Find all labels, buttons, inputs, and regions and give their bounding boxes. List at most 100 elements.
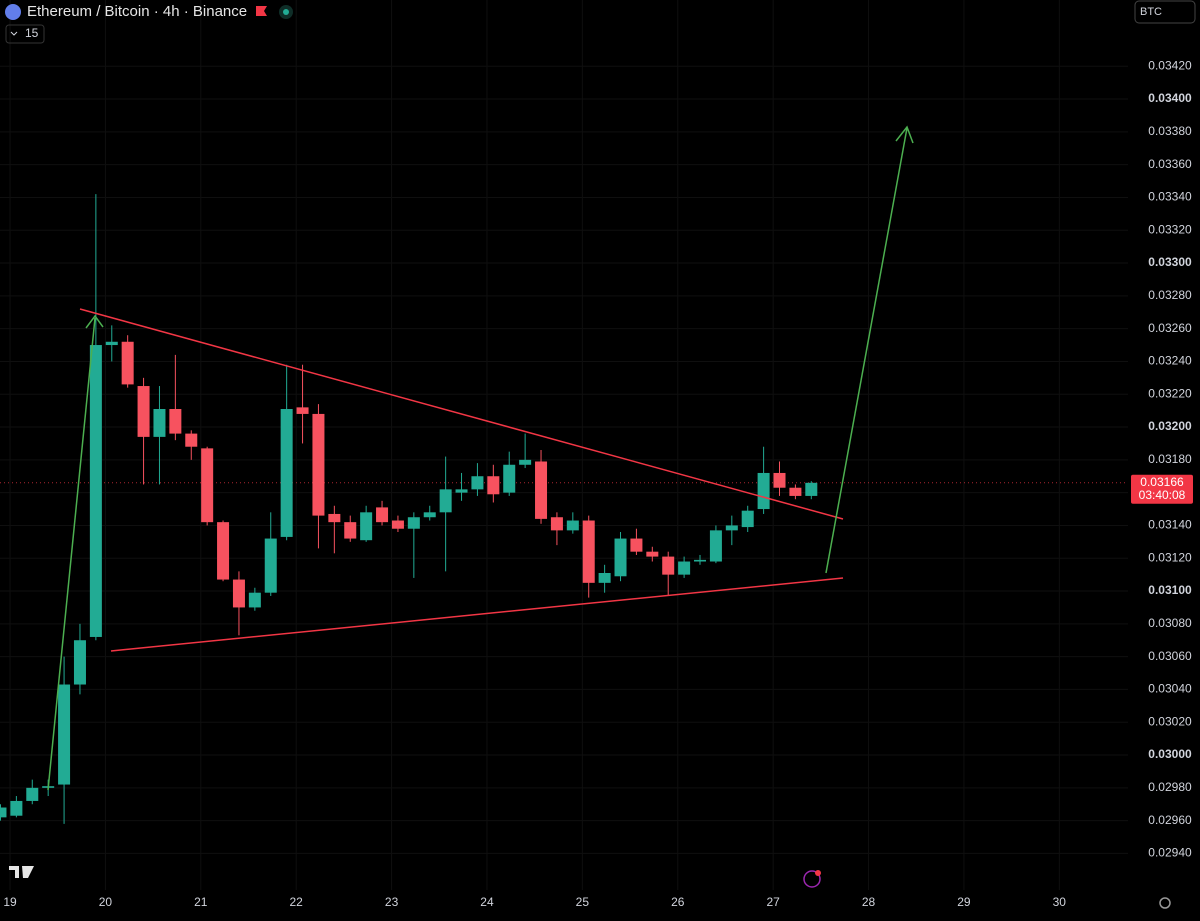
x-tick-label: 30 [1053, 895, 1067, 909]
y-tick-label: 0.03140 [1148, 518, 1192, 532]
y-tick-label: 0.02960 [1148, 813, 1192, 827]
x-tick-label: 23 [385, 895, 399, 909]
candle-body [360, 512, 373, 541]
y-tick-label: 0.03300 [1148, 255, 1192, 269]
last-price-box [1131, 474, 1193, 504]
candle-body [121, 341, 134, 385]
x-tick-label: 24 [480, 895, 494, 909]
x-tick-label: 26 [671, 895, 685, 909]
candle-body [264, 538, 277, 593]
y-tick-label: 0.03380 [1148, 124, 1192, 138]
currency-label: BTC [1140, 6, 1162, 18]
candle-body [741, 510, 754, 528]
currency-button[interactable] [1134, 0, 1196, 24]
candle-body [678, 561, 691, 575]
candle-body [805, 482, 818, 496]
candle-body [630, 538, 643, 552]
collapse-button[interactable] [5, 24, 45, 44]
candle-body [312, 413, 325, 516]
candle-body [503, 464, 516, 493]
candle-body [535, 461, 548, 519]
trend-line [110, 577, 844, 652]
candle-body [519, 459, 532, 465]
flag-icon[interactable] [256, 6, 267, 16]
y-tick-label: 0.03060 [1148, 649, 1192, 663]
candle-body [662, 556, 675, 575]
arrow [825, 127, 908, 574]
x-tick-label: 22 [290, 895, 304, 909]
candle-body [439, 489, 452, 513]
y-tick-label: 0.02940 [1148, 846, 1192, 860]
candle-body [407, 517, 420, 529]
countdown-label: 03:40:08 [1139, 488, 1186, 502]
status-dot-inner [283, 9, 289, 15]
candle-body [646, 551, 659, 557]
logo [9, 866, 34, 878]
arrow-head [895, 125, 914, 144]
candle-body [757, 472, 770, 510]
x-tick-label: 29 [957, 895, 971, 909]
trend-line [79, 308, 844, 520]
candle-body [694, 559, 707, 562]
candle-body [328, 513, 341, 523]
y-tick-label: 0.03220 [1148, 386, 1192, 400]
y-tick-label: 0.03200 [1148, 419, 1192, 433]
candle-body [423, 512, 436, 518]
chart-title: Ethereum / Bitcoin · 4h · Binance [27, 3, 247, 20]
y-tick-label: 0.03280 [1148, 288, 1192, 302]
settings-icon[interactable] [1159, 897, 1171, 909]
candle-body [455, 489, 468, 493]
x-tick-label: 21 [194, 895, 208, 909]
candle-body [487, 476, 500, 495]
candle-body [391, 520, 404, 529]
candle-body [344, 522, 357, 539]
x-tick-label: 27 [766, 895, 780, 909]
candle-body [58, 684, 71, 785]
y-tick-label: 0.03420 [1148, 58, 1192, 72]
candle-body [296, 407, 309, 414]
y-tick-label: 0.03080 [1148, 616, 1192, 630]
arrow-head [85, 314, 104, 329]
candle-body [185, 433, 198, 447]
candle-body [248, 592, 261, 608]
grid [0, 0, 1128, 890]
candle-body [201, 448, 214, 523]
candle-body [566, 520, 579, 531]
y-tick-label: 0.03120 [1148, 550, 1192, 564]
y-tick-label: 0.03260 [1148, 321, 1192, 335]
candle-body [217, 522, 230, 580]
candle-body [73, 640, 86, 685]
y-tick-label: 0.03360 [1148, 157, 1192, 171]
candle-body [376, 507, 389, 523]
candle-body [137, 386, 150, 437]
overlay: 0.02940 0.02960 0.02980 0.03000 0.03020 0.030… [3, 58, 1193, 909]
eth-icon [5, 4, 21, 20]
candle-body [89, 345, 102, 637]
x-tick-label: 19 [3, 895, 17, 909]
x-tick-label: 28 [862, 895, 876, 909]
y-tick-label: 0.03240 [1148, 354, 1192, 368]
x-tick-label: 20 [99, 895, 113, 909]
notify-dot [815, 870, 821, 876]
y-tick-label: 0.03000 [1148, 747, 1192, 761]
candle-body [105, 341, 118, 346]
y-tick-label: 0.03020 [1148, 714, 1192, 728]
candle-body [169, 409, 182, 434]
y-tick-label: 0.03340 [1148, 190, 1192, 204]
candle-body [598, 572, 611, 583]
flash-icon[interactable] [803, 870, 821, 888]
candle-body [725, 525, 738, 531]
candle-body [471, 476, 484, 490]
candle-body [153, 409, 166, 437]
y-tick-label: 0.03320 [1148, 222, 1192, 236]
y-tick-label: 0.03400 [1148, 91, 1192, 105]
candle-body [582, 520, 595, 583]
drawings [47, 125, 914, 791]
candle-body [280, 409, 293, 537]
candle-body [773, 472, 786, 488]
last-price-label: 0.03166 [1140, 475, 1184, 489]
candle-body [0, 807, 7, 818]
candle-body [26, 787, 39, 801]
